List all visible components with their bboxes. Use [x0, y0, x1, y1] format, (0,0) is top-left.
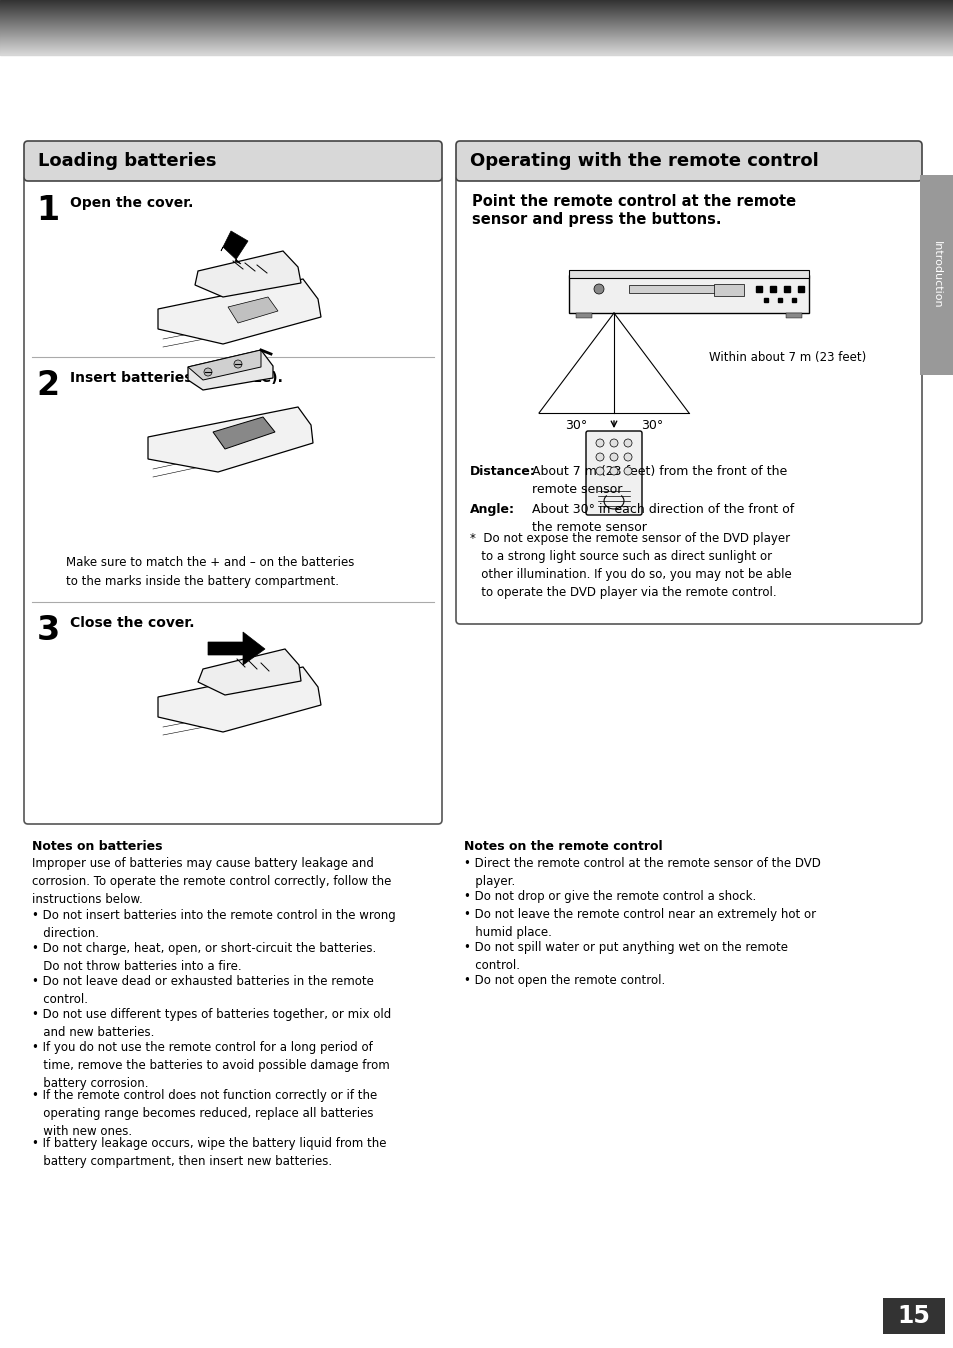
Circle shape	[609, 466, 618, 474]
Text: Loading batteries: Loading batteries	[38, 152, 216, 170]
Circle shape	[623, 453, 631, 461]
FancyBboxPatch shape	[568, 275, 808, 313]
FancyBboxPatch shape	[585, 431, 641, 515]
Text: Notes on batteries: Notes on batteries	[32, 840, 162, 853]
Polygon shape	[213, 417, 274, 449]
Text: Angle:: Angle:	[470, 503, 515, 516]
Polygon shape	[198, 648, 301, 696]
Polygon shape	[228, 297, 277, 324]
Text: • If the remote control does not function correctly or if the
   operating range: • If the remote control does not functio…	[32, 1089, 376, 1138]
Text: • Do not drop or give the remote control a shock.: • Do not drop or give the remote control…	[463, 890, 756, 903]
Polygon shape	[188, 350, 261, 380]
Text: sensor and press the buttons.: sensor and press the buttons.	[472, 212, 720, 226]
Text: *  Do not expose the remote sensor of the DVD player
   to a strong light source: * Do not expose the remote sensor of the…	[470, 532, 791, 599]
Text: About 7 m (23 feet) from the front of the
remote sensor: About 7 m (23 feet) from the front of th…	[532, 465, 786, 496]
Circle shape	[594, 284, 603, 294]
Text: Notes on the remote control: Notes on the remote control	[463, 840, 662, 853]
Text: • Do not use different types of batteries together, or mix old
   and new batter: • Do not use different types of batterie…	[32, 1008, 391, 1039]
Polygon shape	[188, 350, 273, 390]
Circle shape	[233, 360, 242, 368]
Circle shape	[596, 466, 603, 474]
Text: Close the cover.: Close the cover.	[70, 616, 194, 630]
FancyBboxPatch shape	[785, 313, 801, 318]
Text: Distance:: Distance:	[470, 465, 536, 479]
Text: 1: 1	[36, 194, 59, 226]
FancyBboxPatch shape	[568, 270, 808, 278]
Text: 2: 2	[36, 369, 59, 402]
Text: • Do not insert batteries into the remote control in the wrong
   direction.: • Do not insert batteries into the remot…	[32, 909, 395, 940]
Text: 3: 3	[36, 613, 59, 647]
Circle shape	[596, 439, 603, 448]
Text: Make sure to match the + and – on the batteries
to the marks inside the battery : Make sure to match the + and – on the ba…	[66, 555, 354, 588]
Text: 30°: 30°	[640, 419, 662, 431]
Text: Open the cover.: Open the cover.	[70, 195, 193, 210]
FancyBboxPatch shape	[713, 284, 743, 297]
Text: • If battery leakage occurs, wipe the battery liquid from the
   battery compart: • If battery leakage occurs, wipe the ba…	[32, 1136, 386, 1167]
Text: Introduction: Introduction	[931, 241, 941, 309]
Text: Operating with the remote control: Operating with the remote control	[470, 152, 818, 170]
Circle shape	[609, 439, 618, 448]
FancyBboxPatch shape	[628, 284, 728, 293]
Polygon shape	[158, 667, 320, 732]
Circle shape	[623, 439, 631, 448]
Polygon shape	[194, 251, 301, 297]
Polygon shape	[158, 279, 320, 344]
Polygon shape	[208, 632, 265, 665]
FancyBboxPatch shape	[456, 177, 921, 624]
Text: • Do not open the remote control.: • Do not open the remote control.	[463, 975, 664, 987]
Circle shape	[204, 368, 212, 376]
FancyBboxPatch shape	[24, 177, 441, 824]
Text: • Do not spill water or put anything wet on the remote
   control.: • Do not spill water or put anything wet…	[463, 941, 787, 972]
Text: 15: 15	[897, 1304, 929, 1328]
FancyBboxPatch shape	[882, 1298, 944, 1335]
Text: • Direct the remote control at the remote sensor of the DVD
   player.: • Direct the remote control at the remot…	[463, 857, 820, 888]
FancyBboxPatch shape	[24, 142, 441, 181]
Circle shape	[609, 453, 618, 461]
Polygon shape	[148, 407, 313, 472]
Text: • If you do not use the remote control for a long period of
   time, remove the : • If you do not use the remote control f…	[32, 1041, 390, 1091]
FancyBboxPatch shape	[919, 175, 953, 375]
Text: • Do not leave dead or exhausted batteries in the remote
   control.: • Do not leave dead or exhausted batteri…	[32, 975, 374, 1006]
Text: Within about 7 m (23 feet): Within about 7 m (23 feet)	[708, 352, 865, 364]
Text: Point the remote control at the remote: Point the remote control at the remote	[472, 194, 796, 209]
FancyBboxPatch shape	[576, 313, 592, 318]
Circle shape	[623, 466, 631, 474]
Polygon shape	[221, 231, 248, 264]
Text: About 30° in each direction of the front of
the remote sensor: About 30° in each direction of the front…	[532, 503, 794, 534]
Text: • Do not charge, heat, open, or short-circuit the batteries.
   Do not throw bat: • Do not charge, heat, open, or short-ci…	[32, 942, 375, 973]
Text: 30°: 30°	[564, 419, 586, 431]
Text: Insert batteries (AAA size).: Insert batteries (AAA size).	[70, 371, 283, 386]
Text: • Do not leave the remote control near an extremely hot or
   humid place.: • Do not leave the remote control near a…	[463, 909, 815, 940]
Text: Improper use of batteries may cause battery leakage and
corrosion. To operate th: Improper use of batteries may cause batt…	[32, 857, 391, 906]
Circle shape	[596, 453, 603, 461]
FancyBboxPatch shape	[456, 142, 921, 181]
